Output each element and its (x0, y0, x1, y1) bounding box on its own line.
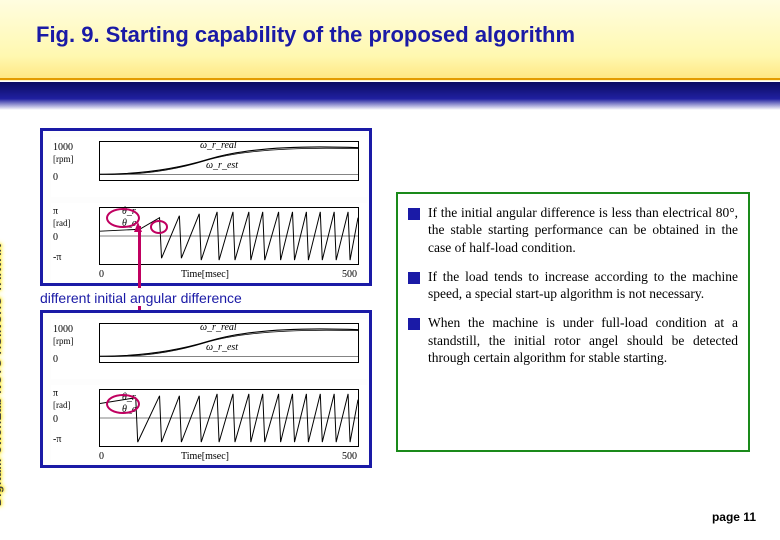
bullet-text: When the machine is under full-load cond… (428, 314, 738, 366)
fig2-x-tick-500: 500 (342, 451, 357, 462)
fig1-x-tick-0: 0 (99, 269, 104, 280)
bullet-box: If the initial angular difference is les… (396, 192, 750, 452)
bullet-item: When the machine is under full-load cond… (408, 314, 738, 366)
fig1-th-tick-mpi: -π (53, 253, 61, 263)
fig2-rpm-tick-1000: 1000 (53, 325, 73, 335)
figure-2: 1000 [rpm] 0 ω_r_real ω_r_est π [rad] 0 … (40, 310, 372, 468)
bullet-item: If the initial angular difference is les… (408, 204, 738, 256)
fig2-theta-traces-icon (100, 390, 358, 446)
figure-1: 1000 [rpm] 0 ω_r_real ω_r_est π [rad] 0 … (40, 128, 372, 286)
fig1-rpm-axes: ω_r_real ω_r_est (99, 141, 359, 181)
fig2-th-unit: [rad] (53, 401, 71, 410)
fig1-rpm-unit: [rpm] (53, 155, 74, 164)
fig1-th-tick-pi: π (53, 207, 58, 217)
fig1-wr-est-label: ω_r_est (206, 160, 238, 171)
fig2-rpm-subplot: 1000 [rpm] 0 ω_r_real ω_r_est (51, 319, 367, 379)
sidebar-label: Digital.Power.Lab NCTU HSINCHU TAIWAN (0, 243, 4, 506)
fig1-wr-real-label: ω_r_real (200, 140, 237, 151)
header-band (0, 82, 780, 110)
title-underline (0, 78, 780, 81)
arrow-up-stem (138, 226, 141, 288)
fig2-rpm-unit: [rpm] (53, 337, 74, 346)
fig2-wr-real-label: ω_r_real (200, 322, 237, 333)
fig2-theta-highlight-icon (106, 394, 140, 414)
fig2-th-tick-pi: π (53, 389, 58, 399)
bullet-item: If the load tends to increase according … (408, 268, 738, 303)
bullet-text: If the load tends to increase according … (428, 268, 738, 303)
fig2-x-label: Time[msec] (181, 451, 229, 462)
arrow-up-head-icon (134, 222, 142, 232)
fig1-th-unit: [rad] (53, 219, 71, 228)
fig2-rpm-axes: ω_r_real ω_r_est (99, 323, 359, 363)
fig1-diff-highlight-icon (150, 220, 168, 234)
fig2-theta-subplot: π [rad] 0 -π 0 Time[msec] 500 θ_r θ_e (51, 385, 367, 463)
bullet-icon (408, 272, 420, 284)
figure-caption: different initial angular difference (40, 290, 242, 306)
fig1-th-tick-0: 0 (53, 233, 58, 243)
fig2-x-tick-0: 0 (99, 451, 104, 462)
slide: Fig. 9. Starting capability of the propo… (0, 0, 780, 540)
bullet-icon (408, 208, 420, 220)
fig1-theta-subplot: π [rad] 0 -π 0 Time[msec] 500 θ_r θ_e (51, 203, 367, 281)
fig2-theta-axes: θ_r θ_e (99, 389, 359, 447)
fig2-rpm-tick-0: 0 (53, 355, 58, 365)
bullet-icon (408, 318, 420, 330)
fig1-rpm-subplot: 1000 [rpm] 0 ω_r_real ω_r_est (51, 137, 367, 197)
fig1-rpm-tick-0: 0 (53, 173, 58, 183)
fig2-wr-est-label: ω_r_est (206, 342, 238, 353)
fig1-x-label: Time[msec] (181, 269, 229, 280)
fig1-rpm-tick-1000: 1000 (53, 143, 73, 153)
bullet-text: If the initial angular difference is les… (428, 204, 738, 256)
fig1-x-tick-500: 500 (342, 269, 357, 280)
fig2-th-tick-0: 0 (53, 415, 58, 425)
slide-title: Fig. 9. Starting capability of the propo… (36, 22, 575, 48)
page-number: page 11 (712, 510, 756, 524)
fig2-th-tick-mpi: -π (53, 435, 61, 445)
